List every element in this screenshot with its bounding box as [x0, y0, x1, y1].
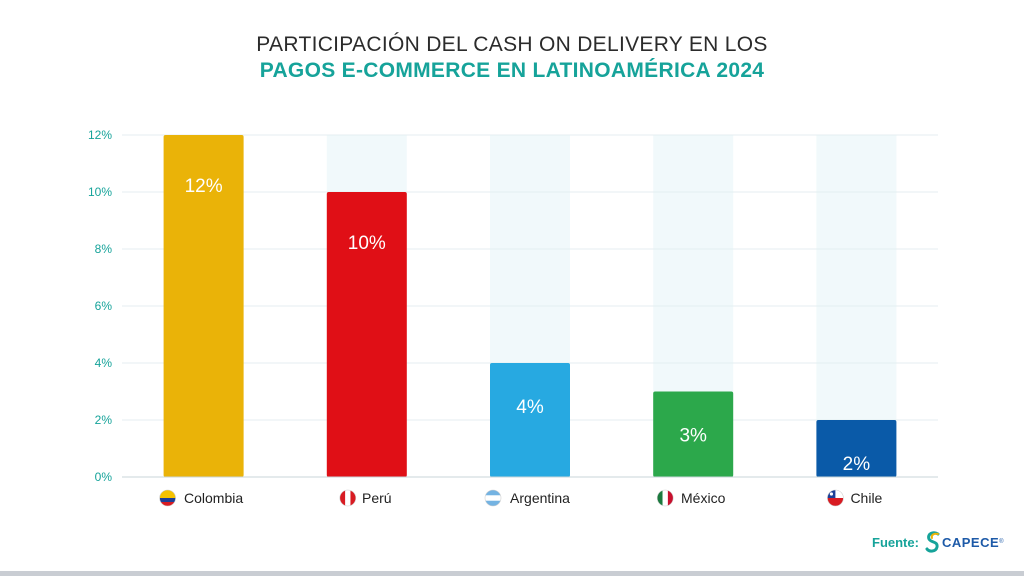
data-label: 3%: [679, 426, 707, 447]
bar-chile: [816, 420, 897, 477]
bar-méxico: [653, 391, 734, 477]
x-tick-label: México: [681, 490, 726, 506]
bottom-border: [0, 571, 1024, 576]
peru-flag-icon: [339, 489, 357, 507]
y-tick-label: 12%: [88, 128, 112, 142]
data-label: 12%: [185, 176, 223, 197]
y-tick-label: 6%: [95, 299, 113, 313]
capece-logo-icon: [925, 531, 940, 553]
y-tick-label: 0%: [95, 470, 113, 484]
mexico-flag-icon: [656, 489, 674, 507]
bar-perú: [326, 192, 407, 477]
colombia-flag-icon: [159, 489, 176, 507]
x-tick-label: Chile: [850, 490, 882, 506]
y-tick-label: 10%: [88, 185, 112, 199]
x-tick-label: Perú: [362, 490, 392, 506]
capece-registered-mark: ®: [999, 539, 1004, 545]
source-label: Fuente:: [872, 534, 919, 550]
argentina-flag-icon: [484, 489, 502, 507]
bar-argentina: [490, 363, 570, 477]
chart-title: PARTICIPACIÓN DEL CASH ON DELIVERY EN LO…: [0, 32, 1024, 84]
data-label: 4%: [516, 397, 544, 418]
title-line-2: PAGOS E-COMMERCE EN LATINOAMÉRICA 2024: [259, 59, 765, 82]
title-line-1: PARTICIPACIÓN DEL CASH ON DELIVERY EN LO…: [256, 33, 768, 56]
capece-logo-text: CAPECE: [941, 534, 1000, 550]
y-tick-label: 2%: [95, 413, 113, 427]
chile-flag-icon: [827, 489, 844, 507]
y-tick-label: 8%: [95, 242, 113, 256]
capece-logo: CAPECE ®: [925, 531, 1004, 553]
bar-colombia: [163, 135, 244, 477]
x-tick-label: Colombia: [184, 490, 243, 506]
source-credit: Fuente: CAPECE ®: [872, 527, 1004, 557]
y-tick-label: 4%: [95, 356, 113, 370]
x-tick-label: Argentina: [510, 490, 570, 506]
data-label: 10%: [348, 233, 386, 254]
data-label: 2%: [843, 454, 871, 475]
